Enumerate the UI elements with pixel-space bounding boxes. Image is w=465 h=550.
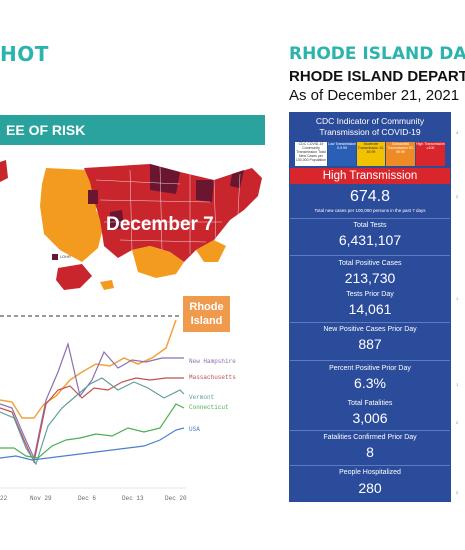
edge-mark: 2 [456,194,459,199]
map-southeast-region [196,240,226,262]
chart-line-connecticut [0,403,185,459]
stat-label-new-positive: New Positive Cases Prior Day [323,326,417,333]
map-alaska [56,264,92,290]
map-dark-state-ne [230,170,244,188]
stats-divider [290,255,450,256]
stat-label-total-positive: Total Positive Cases [338,260,402,267]
left-slide-title: HOT [0,42,49,66]
right-slide-title: RHODE ISLAND DAT [289,44,465,64]
stat-value-percent-positive: 6.3% [354,375,386,391]
risk-banner-text: EE OF RISK [6,122,86,138]
case-rate-note: Total new cases per 100,000 persons in t… [314,208,426,213]
risk-banner [0,115,265,145]
state-trend-chart [0,315,186,489]
chart-line-massachusetts [0,377,184,464]
legend-cell-header: CDC COVID-19 Community Transmission Tota… [295,142,327,166]
stat-value-total-tests: 6,431,107 [338,232,402,248]
map-central-region [84,164,262,262]
map-dark-state-west [88,190,98,204]
chart-x-tick: 22 [0,495,8,502]
map-state-borders [95,165,241,254]
stat-value-hospitalized: 280 [358,480,382,496]
stat-label-total-tests: Total Tests [353,222,387,229]
stat-label-fatalities-prior-day: Fatalities Confirmed Prior Day [323,434,417,441]
stat-label-hospitalized: People Hospitalized [339,469,401,476]
stats-divider [290,465,450,466]
map-legend-chip [52,254,58,260]
stat-value-new-positive: 887 [358,336,382,352]
edge-mark: 1 [456,382,459,387]
legend-cell-high: High Transmission ≥100 [416,142,445,166]
cdc-indicator-header: CDC Indicator of Community Transmission … [315,116,425,137]
map-hawaii [100,280,114,290]
edge-mark: 2 [456,490,459,495]
chart-series-label-usa: USA [189,426,200,433]
right-slide-subtitle: RHODE ISLAND DEPART [289,68,465,85]
stat-label-percent-positive: Percent Positive Prior Day [329,365,411,372]
stat-value-fatalities-prior-day: 8 [366,444,374,460]
stat-value-tests-prior-day: 14,061 [348,301,392,317]
stats-divider [290,360,450,361]
legend-cell-substantial: Substantial Transmission 50-99.99 [386,142,415,166]
stat-label-total-fatalities: Total Fatalities [347,400,393,407]
stats-divider [290,218,450,219]
chart-series-label-massachusetts: Massachusetts [189,374,236,381]
map-dark-state-north [150,164,180,194]
edge-mark: 2 [456,420,459,425]
as-of-date: As of December 21, 2021 [289,87,460,104]
chart-line-vermont [0,377,185,466]
map-south-region [132,246,184,278]
chart-line-usa [0,427,185,461]
map-dark-state-sw [110,210,124,230]
us-risk-map [0,160,262,290]
legend-cell-moderate: Moderate Transmission 10-49.99 [357,142,385,166]
legend-cell-low: Low Transmission 0-9.99 [328,142,356,166]
chart-x-tick: Nov 29 [30,495,52,502]
stats-divider [290,322,450,323]
map-west-edge-state [0,160,8,182]
chart-series-label-new-hampshire: New Hampshire [189,358,236,365]
chart-series-label-vermont: Vermont [189,394,215,401]
chart-line-rhode-island [0,319,177,419]
chart-x-tick: Dec 6 [78,495,97,502]
edge-mark: 4 [456,130,459,135]
stat-value-total-fatalities: 3,006 [352,410,388,426]
case-rate-value: 674.8 [349,188,391,205]
clipped-edge-column: 4 2 1 1 2 2 [452,112,465,502]
map-dark-state-lakes [196,180,214,202]
rhode-island-tag: Rhode Island [183,296,230,332]
stat-label-tests-prior-day: Tests Prior Day [346,291,394,298]
chart-x-tick: Dec 13 [122,495,144,502]
map-date-label: December 7 [106,214,214,235]
transmission-legend: CDC COVID-19 Community Transmission Tota… [295,142,445,166]
chart-x-tick: Dec 20 [165,495,187,502]
chart-series-label-connecticut: Connecticut [189,404,229,411]
stats-divider [290,430,450,431]
stat-value-total-positive: 213,730 [344,270,396,286]
transmission-level-banner: High Transmission [290,168,450,184]
edge-mark: 1 [456,296,459,301]
map-legend-tag: LDHR [60,254,71,259]
